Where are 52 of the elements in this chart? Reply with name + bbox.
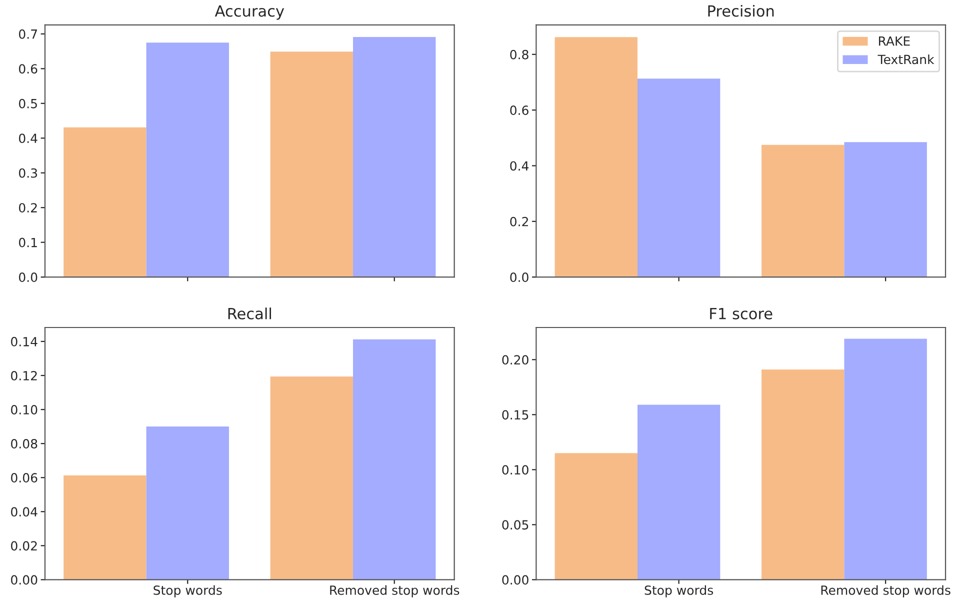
y-tick-label: 0.0 [18,272,38,282]
bar [637,404,720,580]
y-tick-label: 0.10 [502,465,528,475]
y-tick-label: 0.2 [510,216,528,226]
y-tick-label: 0.8 [510,50,528,60]
y-tick-label: 0.00 [502,575,528,585]
bar [64,127,146,278]
bar [637,78,720,278]
y-tick-label: 0.14 [11,336,38,346]
bar [64,475,146,580]
y-tick-label: 0.12 [11,370,37,380]
y-tick-label: 0.5 [18,98,37,108]
y-tick-label: 0.10 [11,404,38,414]
y-tick-label: 0.7 [18,29,37,39]
bar [353,339,436,580]
bar [844,338,927,580]
y-tick-label: 0.0 [510,272,528,282]
y-tick-label: 0.20 [502,355,528,365]
bar [146,426,229,580]
chart-title: F1 score [710,308,772,320]
bar [554,37,638,278]
y-tick-label: 0.3 [18,168,38,178]
y-tick-label: 0.04 [11,507,38,517]
y-tick-label: 0.4 [510,161,529,171]
x-tick-label: Removed stop words [821,585,950,598]
chart-title: Accuracy [214,5,284,20]
bar [762,370,844,580]
y-tick-label: 0.6 [18,64,38,74]
legend-label: TextRank [878,54,934,64]
bar [270,376,354,580]
y-tick-label: 0.1 [18,238,37,248]
y-tick-label: 0.6 [510,106,528,115]
bar [270,52,354,278]
y-tick-label: 0.4 [18,134,38,144]
bar [353,37,436,278]
y-tick-label: 0.15 [502,410,528,420]
y-tick-label: 0.06 [11,473,38,483]
x-tick-label: Stop words [644,585,714,598]
y-tick-label: 0.08 [11,439,38,448]
y-tick-label: 0.02 [11,541,37,551]
y-tick-label: 0.2 [18,203,37,213]
y-tick-label: 0.05 [502,520,528,530]
bar [762,144,844,278]
chart-title: Recall [228,308,271,320]
bar [844,142,927,278]
y-tick-label: 0.00 [11,575,38,585]
chart-title: Precision [708,4,774,17]
x-tick-label: Removed stop words [330,585,460,598]
legend-label: RAKE [878,36,910,46]
bar [146,42,229,278]
x-tick-label: Stop words [154,585,222,598]
bar [554,453,638,580]
